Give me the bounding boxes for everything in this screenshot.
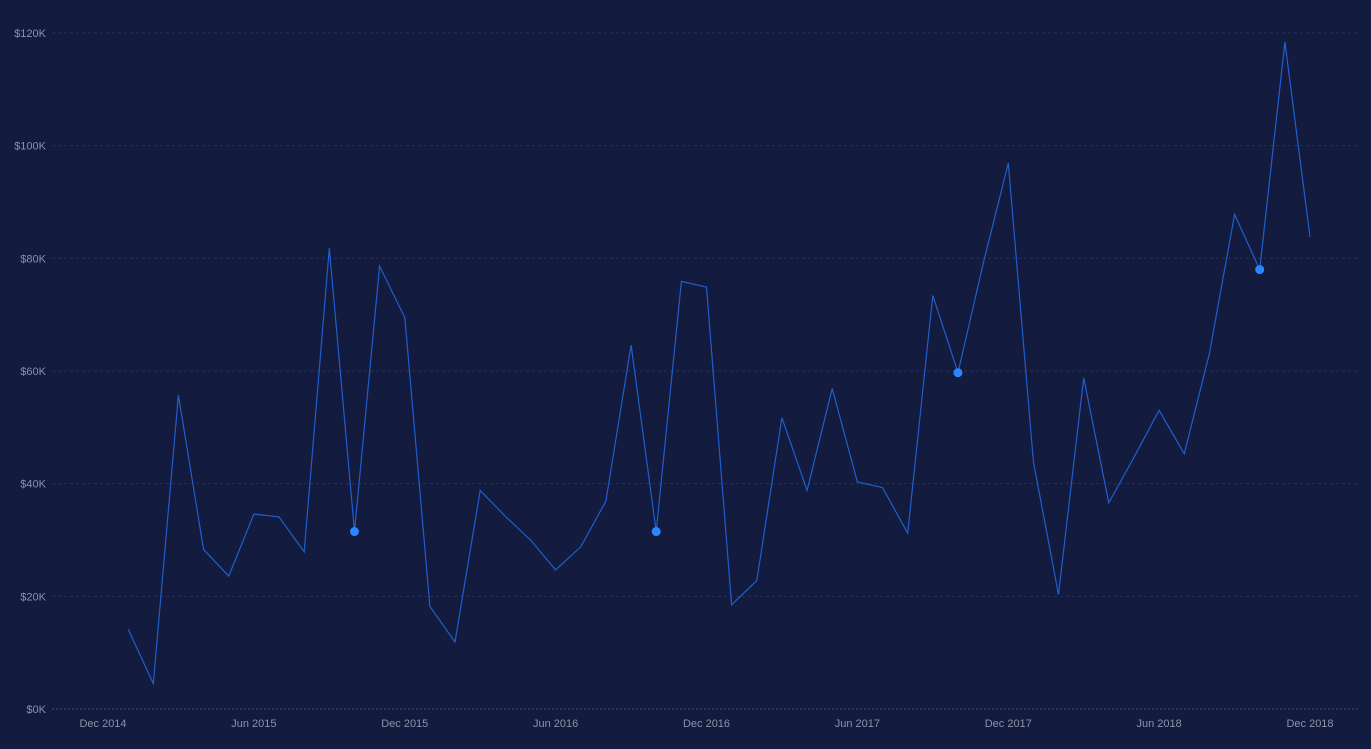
- y-tick-label: $40K: [20, 479, 46, 491]
- series-line: [127, 41, 1311, 686]
- grid-layer: [52, 32, 1360, 710]
- x-tick-label: Jun 2018: [1136, 718, 1181, 730]
- highlight-marker[interactable]: [1255, 265, 1265, 275]
- y-tick-label: $120K: [14, 28, 46, 40]
- highlight-marker[interactable]: [349, 527, 359, 537]
- series-layer: [127, 41, 1311, 686]
- x-tick-label: Dec 2015: [381, 718, 428, 730]
- x-tick-label: Dec 2016: [683, 718, 730, 730]
- x-tick-label: Dec 2017: [985, 718, 1032, 730]
- y-tick-label: $80K: [20, 253, 46, 265]
- highlight-marker[interactable]: [953, 368, 963, 378]
- x-tick-label: Jun 2015: [231, 718, 276, 730]
- x-tick-label: Dec 2018: [1286, 718, 1333, 730]
- y-tick-label: $20K: [20, 591, 46, 603]
- axis-layer: $0K $20K $40K $60K $80K $100K $120K Dec 2014 Jun…: [14, 28, 1333, 730]
- x-tick-label: Jun 2017: [835, 718, 880, 730]
- y-tick-label: $0K: [26, 704, 46, 716]
- highlight-marker[interactable]: [651, 527, 661, 537]
- y-tick-label: $60K: [20, 366, 46, 378]
- x-tick-label: Jun 2016: [533, 718, 578, 730]
- y-tick-label: $100K: [14, 141, 46, 153]
- x-tick-label: Dec 2014: [79, 718, 126, 730]
- marker-layer: [349, 265, 1265, 537]
